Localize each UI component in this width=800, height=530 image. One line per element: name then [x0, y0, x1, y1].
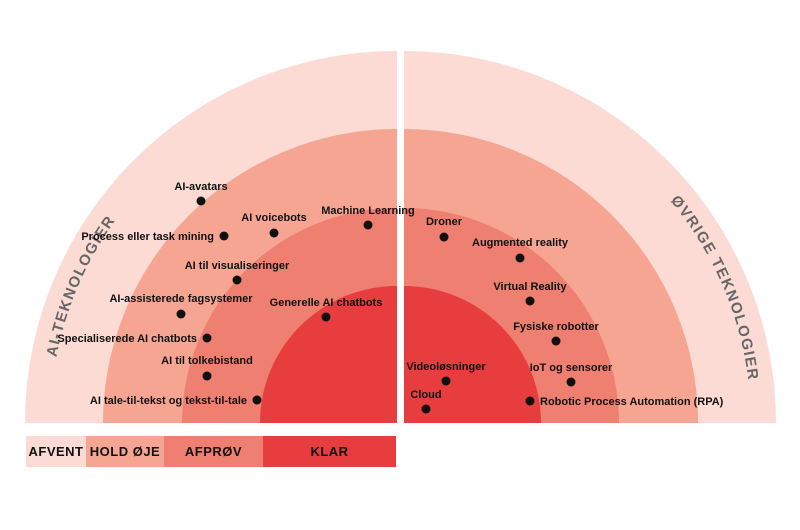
blip-ai-voicebots[interactable]: AI voicebots [241, 212, 307, 238]
blip-dot[interactable] [232, 275, 242, 285]
blip-ai-tale-til-tekst-og-tekst-til-tale[interactable]: AI tale-til-tekst og tekst-til-tale [90, 395, 262, 407]
blip-label: Robotic Process Automation (RPA) [540, 396, 724, 408]
blip-label: AI til tolkebistand [161, 355, 253, 367]
blip-dot[interactable] [219, 231, 229, 241]
blip-label: Virtual Reality [493, 281, 567, 293]
blip-dot[interactable] [363, 220, 373, 230]
blip-label: IoT og sensorer [530, 362, 613, 374]
blip-specialiserede-ai-chatbots[interactable]: Specialiserede AI chatbots [57, 333, 212, 345]
blip-dot[interactable] [269, 228, 279, 238]
blip-label: Videoløsninger [406, 361, 486, 373]
blip-dot[interactable] [551, 336, 561, 346]
blip-cloud[interactable]: Cloud [410, 389, 442, 414]
blip-droner[interactable]: Droner [426, 216, 463, 242]
legend-afproev: AFPRØV [164, 436, 263, 467]
blip-dot[interactable] [525, 296, 535, 306]
blip-dot[interactable] [321, 312, 331, 322]
blip-machine-learning[interactable]: Machine Learning [321, 205, 415, 230]
rings-left-half [25, 51, 397, 423]
blip-label: Specialiserede AI chatbots [57, 333, 197, 345]
blip-dot[interactable] [196, 196, 206, 206]
blip-label: AI til visualiseringer [185, 260, 290, 272]
blip-label: Cloud [410, 389, 441, 401]
blip-dot[interactable] [202, 371, 212, 381]
blip-dot[interactable] [566, 377, 576, 387]
blip-robotic-process-automation-rpa[interactable]: Robotic Process Automation (RPA) [525, 396, 724, 408]
ring-legend: AFVENT HOLD ØJE AFPRØV KLAR [26, 436, 396, 467]
blip-dot[interactable] [421, 404, 431, 414]
blip-dot[interactable] [515, 253, 525, 263]
blip-fysiske-robotter[interactable]: Fysiske robotter [513, 321, 600, 346]
legend-afvent: AFVENT [26, 436, 86, 467]
blip-ai-assisterede-fagsystemer[interactable]: AI-assisterede fagsystemer [109, 293, 253, 319]
blip-label: AI-avatars [174, 181, 227, 193]
blip-augmented-reality[interactable]: Augmented reality [472, 237, 569, 263]
blip-dot[interactable] [439, 232, 449, 242]
blip-ai-til-visualiseringer[interactable]: AI til visualiseringer [185, 260, 290, 285]
blip-label: AI voicebots [241, 212, 306, 224]
legend-hold-oeje: HOLD ØJE [86, 436, 164, 467]
blip-label: Process eller task mining [81, 231, 214, 243]
blip-label: Generelle AI chatbots [270, 297, 383, 309]
blip-label: Fysiske robotter [513, 321, 599, 333]
blip-label: AI tale-til-tekst og tekst-til-tale [90, 395, 247, 407]
rings-right-half [404, 51, 776, 423]
blip-dot[interactable] [441, 376, 451, 386]
radar-blips: AI-avatars AI voicebots Machine Learning Pr… [57, 181, 724, 414]
blip-dot[interactable] [202, 333, 212, 343]
blip-dot[interactable] [525, 396, 535, 406]
blip-label: AI-assisterede fagsystemer [109, 293, 253, 305]
blip-dot[interactable] [252, 395, 262, 405]
blip-generelle-ai-chatbots[interactable]: Generelle AI chatbots [270, 297, 383, 322]
blip-virtual-reality[interactable]: Virtual Reality [493, 281, 567, 306]
legend-klar: KLAR [263, 436, 396, 467]
blip-dot[interactable] [176, 309, 186, 319]
blip-label: Machine Learning [321, 205, 415, 217]
blip-label: Augmented reality [472, 237, 569, 249]
blip-process-eller-task-mining[interactable]: Process eller task mining [81, 231, 229, 243]
blip-videol-sninger[interactable]: Videoløsninger [406, 361, 486, 386]
ring-left-klar [260, 286, 397, 423]
blip-label: Droner [426, 216, 463, 228]
blip-ai-til-tolkebistand[interactable]: AI til tolkebistand [161, 355, 253, 381]
blip-iot-og-sensorer[interactable]: IoT og sensorer [530, 362, 613, 387]
ring-right-klar [404, 286, 541, 423]
blip-ai-avatars[interactable]: AI-avatars [174, 181, 228, 206]
